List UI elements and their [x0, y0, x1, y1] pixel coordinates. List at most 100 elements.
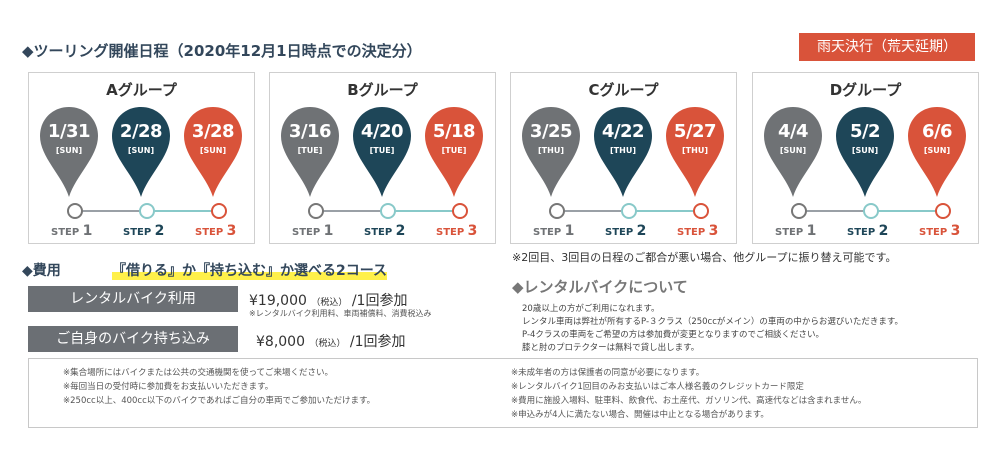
pin-date: 4/22 [601, 121, 645, 142]
map-pin-icon [908, 107, 966, 197]
date-pin: 6/6 [SUN] [906, 105, 968, 199]
note-left: ※毎回当日の受付時に参加費をお支払いいただきます。 [63, 382, 274, 392]
step-word: STEP [364, 227, 393, 238]
step-label: STEP 2 [605, 223, 646, 239]
pin-date: 5/27 [673, 121, 717, 142]
map-pin-icon [40, 107, 98, 197]
step-connector [73, 210, 145, 212]
rental-price-note: ※レンタルバイク利用料、車両補償料、消費税込み [249, 309, 432, 318]
step-word: STEP [533, 227, 562, 238]
step-connector [555, 210, 627, 212]
rain-badge: 雨天決行（荒天延期） [799, 33, 975, 61]
map-pin-icon [425, 107, 483, 197]
map-pin-icon [836, 107, 894, 197]
pin-date: 4/4 [777, 121, 809, 142]
rental-price-per: /1回参加 [351, 293, 408, 309]
map-pin-icon [281, 107, 339, 197]
step-connector [145, 210, 217, 212]
step-number: 1 [564, 223, 575, 239]
page-title: ◆ツーリング開催日程（2020年12月1日時点での決定分） [22, 42, 422, 60]
note-right: ※費用に施設入場料、駐車料、飲食代、お土産代、ガソリン代、高速代などは含まれませ… [511, 396, 867, 406]
step-circle-icon [621, 203, 637, 219]
group-name: Aグループ [106, 81, 177, 99]
date-pin: 4/22 [THU] [592, 105, 654, 199]
map-pin-icon [666, 107, 724, 197]
pin-day-of-week: [SUN] [127, 146, 155, 155]
step-circle-icon [452, 203, 468, 219]
own-price-tax: （税込） [309, 339, 346, 349]
step-word: STEP [919, 227, 948, 238]
step-number: 1 [323, 223, 334, 239]
note-right: ※レンタルバイク1回目のみお支払いはご本人様名義のクレジットカード限定 [511, 382, 804, 392]
step-label: STEP 1 [775, 223, 816, 239]
step-number: 2 [636, 223, 647, 239]
pin-date: 3/25 [529, 121, 573, 142]
step-word: STEP [847, 227, 876, 238]
map-pin-icon [522, 107, 580, 197]
group-card: Dグループ 4/4 [SUN] 5/2 [SUN] 6/6 [SUN] STEP 1 STEP … [752, 72, 979, 244]
group-name: Dグループ [829, 81, 902, 99]
rental-info-line: 20歳以上の方がご利用になれます。 [522, 304, 660, 314]
step-word: STEP [436, 227, 465, 238]
step-number: 2 [878, 223, 889, 239]
date-pin: 3/25 [THU] [520, 105, 582, 199]
step-circle-icon [211, 203, 227, 219]
date-pin: 3/28 [SUN] [182, 105, 244, 199]
step-label: STEP 3 [919, 223, 960, 239]
step-circle-icon [693, 203, 709, 219]
pin-day-of-week: [SUN] [199, 146, 227, 155]
step-label: STEP 1 [51, 223, 92, 239]
step-circle-icon [67, 203, 83, 219]
step-number: 1 [82, 223, 93, 239]
step-circle-icon [308, 203, 324, 219]
step-connector [386, 210, 458, 212]
note-left: ※集合場所にはバイクまたは公共の交通機関を使ってご来場ください。 [63, 368, 334, 378]
step-circle-icon [863, 203, 879, 219]
own-price-value: ¥8,000 [256, 334, 305, 350]
notes-box: ※集合場所にはバイクまたは公共の交通機関を使ってご来場ください。 ※毎回当日の受… [28, 358, 978, 428]
step-word: STEP [775, 227, 804, 238]
step-label: STEP 1 [533, 223, 574, 239]
pin-day-of-week: [SUN] [923, 146, 951, 155]
own-price: ¥8,000 （税込） /1回参加 [256, 331, 406, 351]
pin-day-of-week: [THU] [682, 146, 708, 155]
note-left: ※250cc以上、400cc以下のバイクであればご自分の車両でご参加いただけます… [63, 396, 376, 406]
step-number: 3 [950, 223, 961, 239]
group-name: Bグループ [347, 81, 418, 99]
group-card: Cグループ 3/25 [THU] 4/22 [THU] 5/27 [THU] STEP 1 ST… [510, 72, 737, 244]
step-connector [797, 210, 869, 212]
step-number: 3 [226, 223, 237, 239]
own-price-per: /1回参加 [349, 334, 406, 350]
rental-info-line: 膝と肘のプロテクターは無料で貸し出します。 [522, 343, 700, 353]
step-label: STEP 3 [195, 223, 236, 239]
step-label: STEP 3 [436, 223, 477, 239]
date-pin: 5/18 [TUE] [423, 105, 485, 199]
rental-info-heading: ◆レンタルバイクについて [512, 278, 688, 296]
step-circle-icon [139, 203, 155, 219]
step-word: STEP [605, 227, 634, 238]
date-pin: 5/27 [THU] [664, 105, 726, 199]
step-number: 2 [395, 223, 406, 239]
rental-info-line: レンタル車両は弊社が所有するP-３クラス（250ccがメイン）の車両の中からお選… [522, 317, 904, 327]
group-card: Bグループ 3/16 [TUE] 4/20 [TUE] 5/18 [TUE] STEP 1 ST… [269, 72, 496, 244]
date-pin: 5/2 [SUN] [834, 105, 896, 199]
rental-info-line: P-4クラスの車両をご希望の方は参加費が変更となりますのでご相談ください。 [522, 330, 824, 340]
step-word: STEP [51, 227, 80, 238]
pin-date: 3/16 [288, 121, 332, 142]
pin-day-of-week: [TUE] [441, 146, 467, 155]
group-name: Cグループ [588, 81, 659, 99]
step-word: STEP [195, 227, 224, 238]
pin-day-of-week: [THU] [610, 146, 636, 155]
pin-date: 4/20 [360, 121, 404, 142]
fee-heading: ◆費用 [22, 263, 61, 279]
step-circle-icon [380, 203, 396, 219]
step-number: 2 [154, 223, 165, 239]
pin-day-of-week: [SUN] [779, 146, 807, 155]
fee-highlight: 『借りる』か『持ち込む』か選べる2コース [112, 260, 388, 280]
step-word: STEP [292, 227, 321, 238]
note-right: ※申込みが4人に満たない場合、開催は中止となる場合があります。 [511, 410, 769, 420]
step-label: STEP 2 [364, 223, 405, 239]
date-pin: 3/16 [TUE] [279, 105, 341, 199]
step-label: STEP 1 [292, 223, 333, 239]
reschedule-note: ※2回目、3回目の日程のご都合が悪い場合、他グループに振り替え可能です。 [512, 251, 897, 264]
